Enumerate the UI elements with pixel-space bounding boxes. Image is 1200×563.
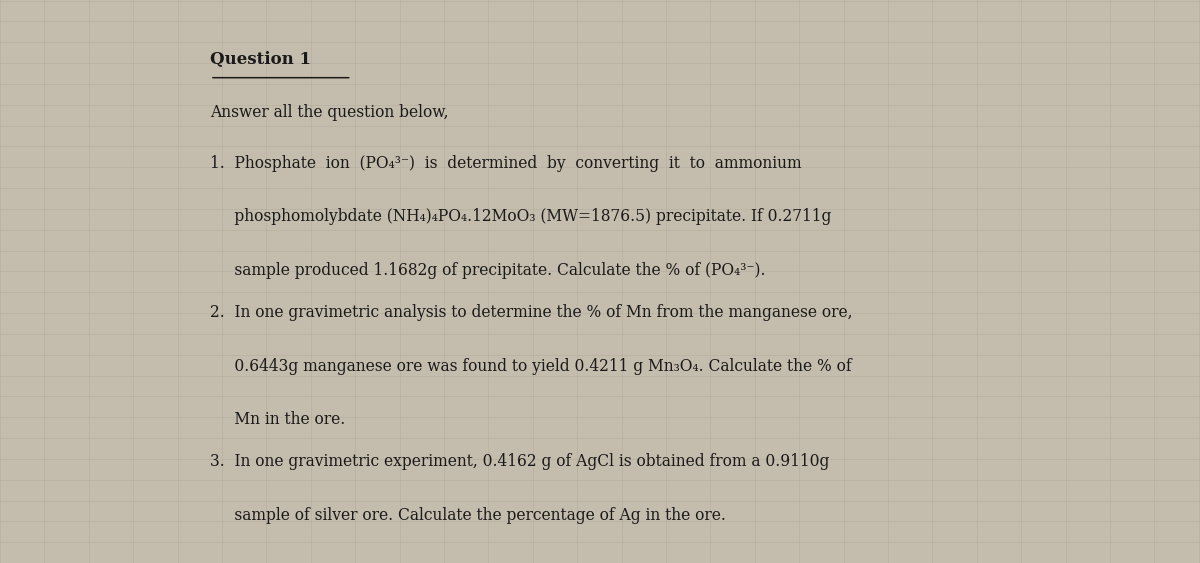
Text: 0.6443g manganese ore was found to yield 0.4211 g Mn₃O₄. Calculate the % of: 0.6443g manganese ore was found to yield…	[210, 358, 852, 374]
Text: 2.  In one gravimetric analysis to determine the % of Mn from the manganese ore,: 2. In one gravimetric analysis to determ…	[210, 304, 852, 321]
Text: 1.  Phosphate  ion  (PO₄³⁻)  is  determined  by  converting  it  to  ammonium: 1. Phosphate ion (PO₄³⁻) is determined b…	[210, 155, 802, 172]
Text: 3.  In one gravimetric experiment, 0.4162 g of AgCl is obtained from a 0.9110g: 3. In one gravimetric experiment, 0.4162…	[210, 453, 829, 470]
Text: Question 1: Question 1	[210, 51, 311, 68]
Text: Answer all the question below,: Answer all the question below,	[210, 104, 449, 121]
Text: Mn in the ore.: Mn in the ore.	[210, 411, 346, 428]
Text: phosphomolybdate (NH₄)₄PO₄.12MoO₃ (MW=1876.5) precipitate. If 0.2711g: phosphomolybdate (NH₄)₄PO₄.12MoO₃ (MW=18…	[210, 208, 832, 225]
Text: sample of silver ore. Calculate the percentage of Ag in the ore.: sample of silver ore. Calculate the perc…	[210, 507, 726, 524]
Text: sample produced 1.1682g of precipitate. Calculate the % of (PO₄³⁻).: sample produced 1.1682g of precipitate. …	[210, 262, 766, 279]
